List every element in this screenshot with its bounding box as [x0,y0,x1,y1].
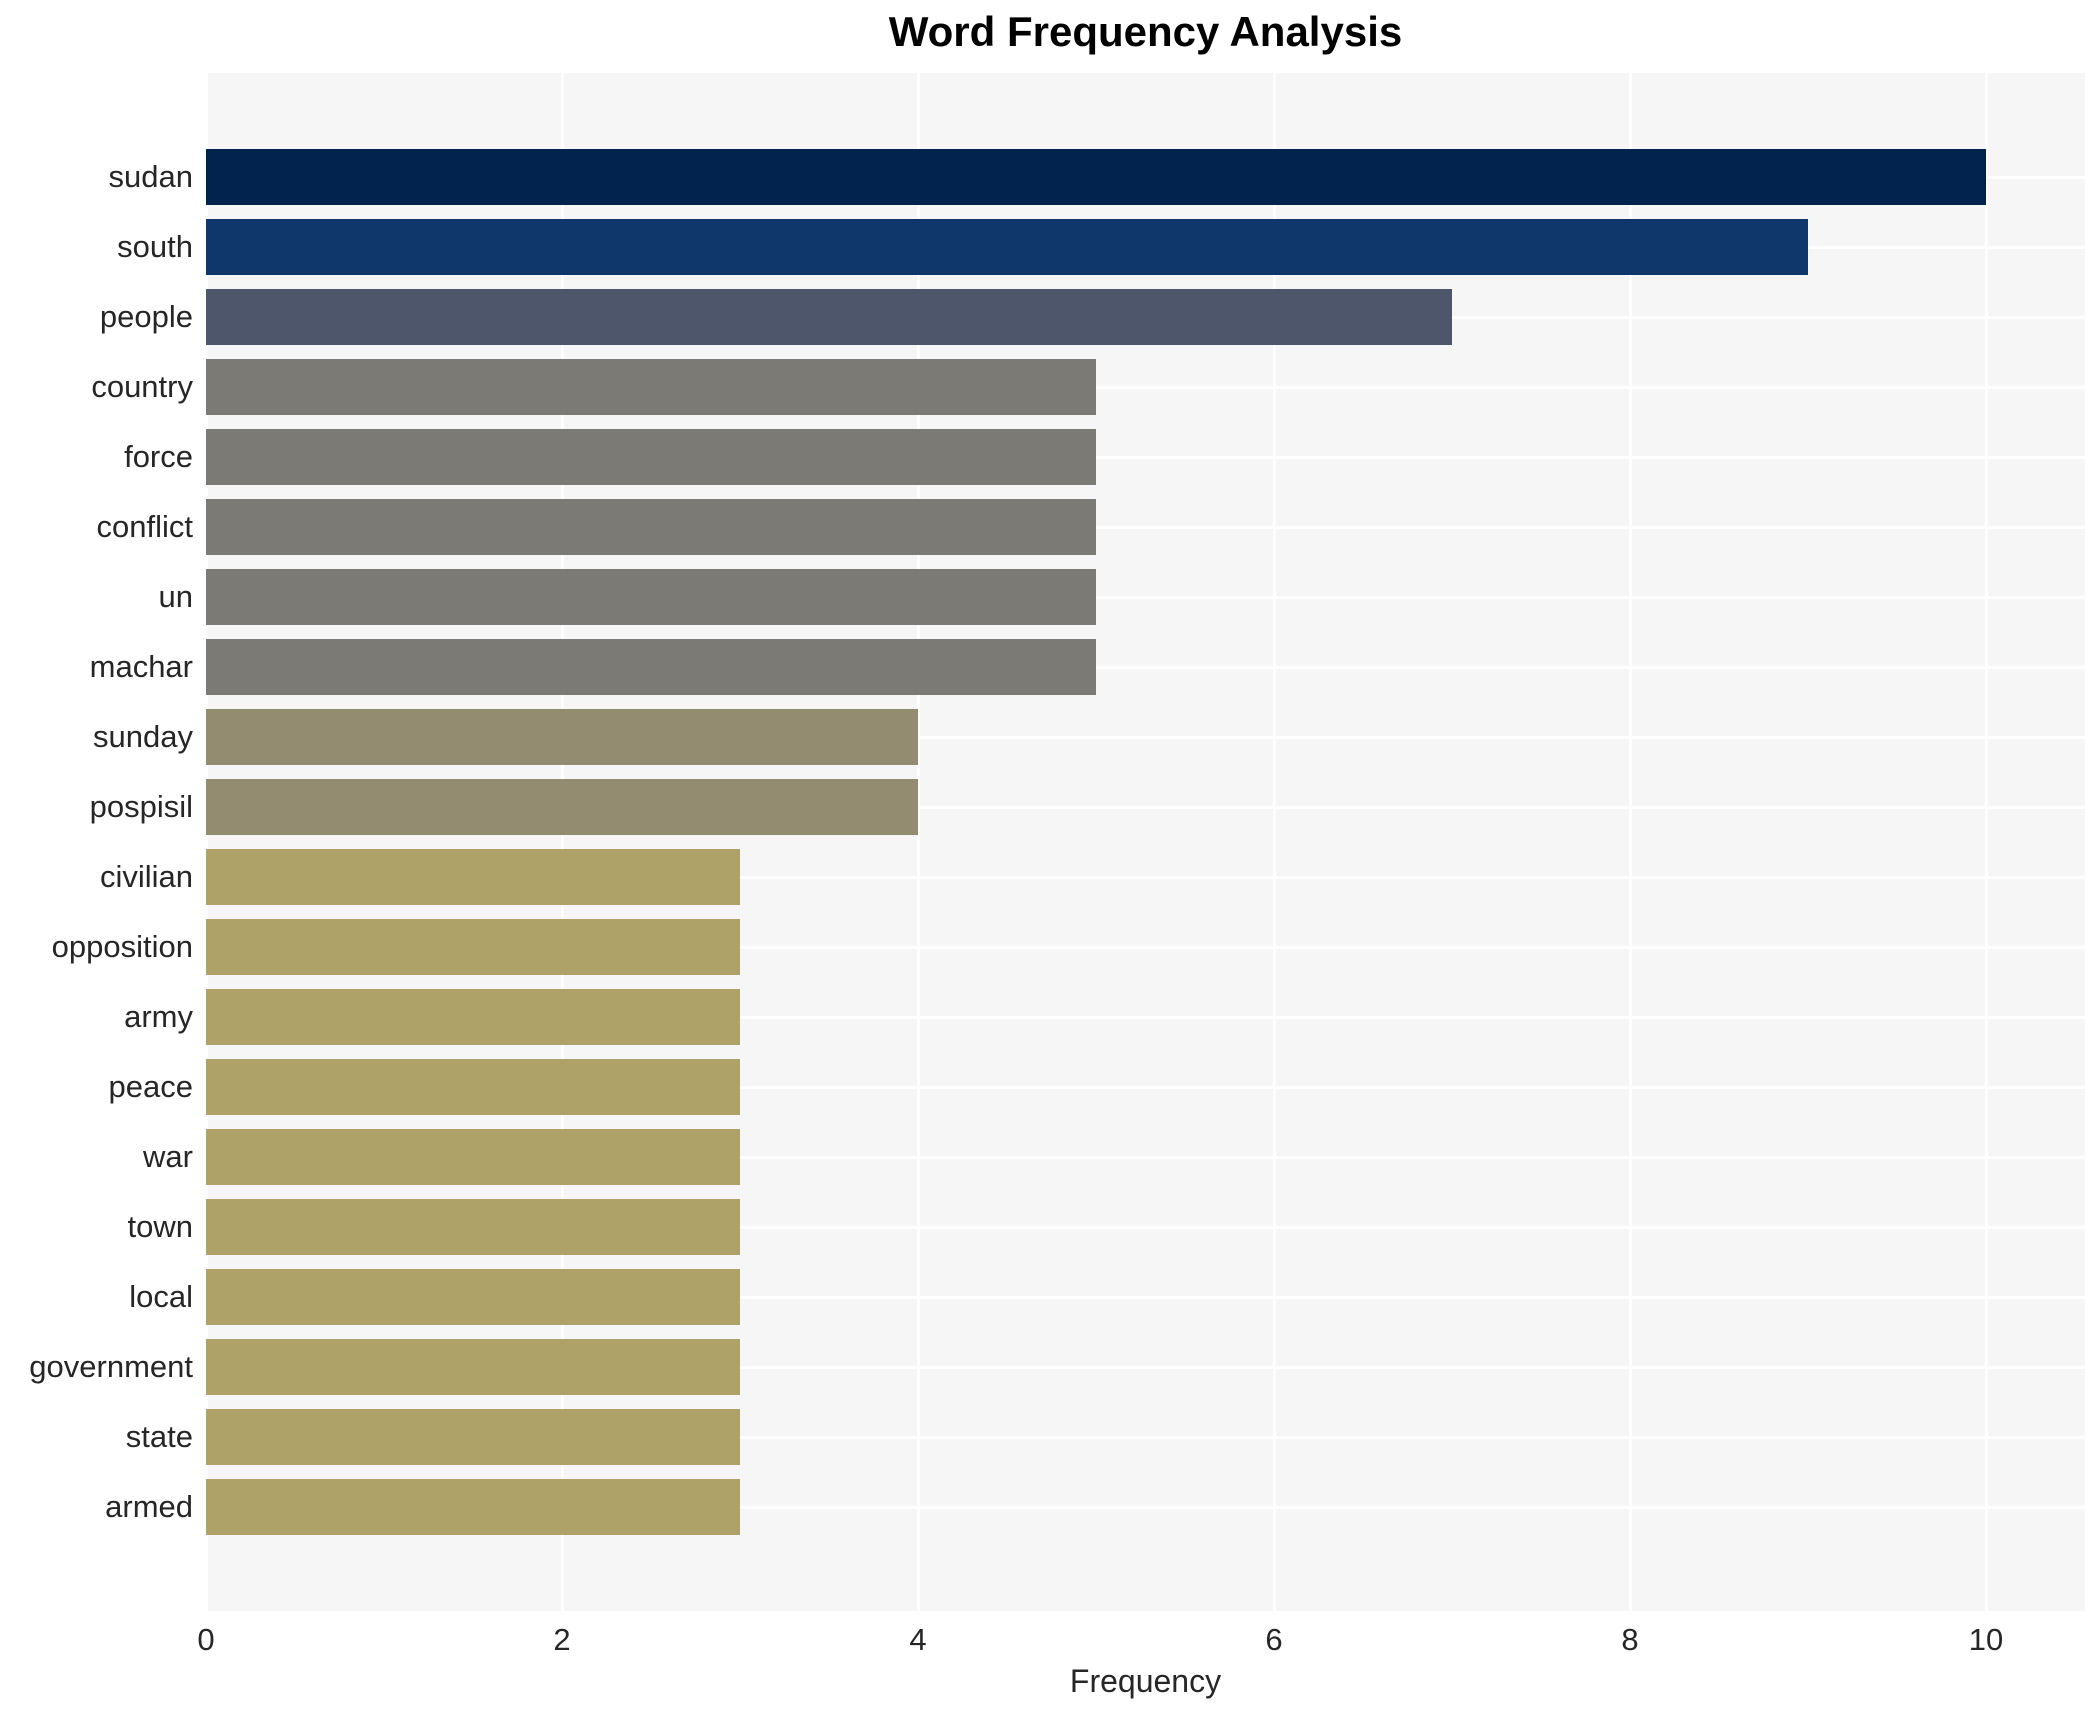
horizontal-gridline [206,595,2085,599]
vertical-gridline [1628,73,1632,1611]
bar-force [206,429,1096,485]
horizontal-gridline [206,875,2085,879]
bar-armed [206,1479,740,1535]
x-tick-label-8: 8 [1621,1622,1639,1657]
y-tick-label-local: local [129,1279,193,1314]
bar-government [206,1339,740,1395]
horizontal-gridline [206,1155,2085,1159]
y-tick-label-armed: armed [105,1489,193,1524]
y-tick-label-peace: peace [108,1069,193,1104]
y-tick-label-army: army [124,999,193,1034]
horizontal-gridline [206,805,2085,809]
horizontal-gridline [206,735,2085,739]
x-tick-label-2: 2 [553,1622,571,1657]
plot-area [206,73,2085,1611]
vertical-gridline [916,73,920,1611]
bar-town [206,1199,740,1255]
horizontal-gridline [206,1505,2085,1509]
bar-war [206,1129,740,1185]
horizontal-gridline [206,385,2085,389]
y-tick-label-sudan: sudan [108,159,193,194]
vertical-gridline [206,73,208,1611]
horizontal-gridline [206,1225,2085,1229]
bar-people [206,289,1452,345]
bar-peace [206,1059,740,1115]
y-tick-label-un: un [158,579,193,614]
chart-title: Word Frequency Analysis [888,8,1403,55]
y-tick-label-force: force [124,439,193,474]
horizontal-gridline [206,1365,2085,1369]
y-tick-label-government: government [29,1349,193,1384]
bar-army [206,989,740,1045]
x-tick-label-4: 4 [909,1622,927,1657]
bar-south [206,219,1808,275]
vertical-gridline [560,73,564,1611]
y-tick-label-war: war [143,1139,193,1174]
bar-machar [206,639,1096,695]
bar-sudan [206,149,1986,205]
y-tick-label-state: state [125,1419,193,1454]
x-tick-label-10: 10 [1968,1622,2004,1657]
y-tick-label-conflict: conflict [96,509,193,544]
bar-sunday [206,709,918,765]
y-tick-label-machar: machar [89,649,193,684]
horizontal-gridline [206,1435,2085,1439]
y-tick-label-country: country [91,369,193,404]
x-axis-ticks: 0 2 4 6 8 10 [0,1622,2085,1662]
bar-local [206,1269,740,1325]
horizontal-gridline [206,525,2085,529]
bar-state [206,1409,740,1465]
horizontal-gridline [206,945,2085,949]
bar-conflict [206,499,1096,555]
bar-opposition [206,919,740,975]
y-tick-label-people: people [99,299,193,334]
y-axis-labels: sudan south people country force conflict un ma… [0,73,193,1611]
x-axis-label: Frequency [1069,1663,1222,1699]
y-tick-label-civilian: civilian [99,859,193,894]
horizontal-gridline [206,665,2085,669]
vertical-gridline [1984,73,1988,1611]
vertical-gridline [1272,73,1276,1611]
bar-un [206,569,1096,625]
y-tick-label-sunday: sunday [93,719,193,754]
y-tick-label-south: south [117,229,193,264]
y-tick-label-opposition: opposition [51,929,193,964]
horizontal-gridline [206,1295,2085,1299]
bar-civilian [206,849,740,905]
y-tick-label-town: town [127,1209,193,1244]
bar-pospisil [206,779,918,835]
x-tick-label-6: 6 [1265,1622,1283,1657]
horizontal-gridline [206,1015,2085,1019]
x-tick-label-0: 0 [197,1622,215,1657]
bar-country [206,359,1096,415]
horizontal-gridline [206,455,2085,459]
y-tick-label-pospisil: pospisil [89,789,193,824]
horizontal-gridline [206,1085,2085,1089]
